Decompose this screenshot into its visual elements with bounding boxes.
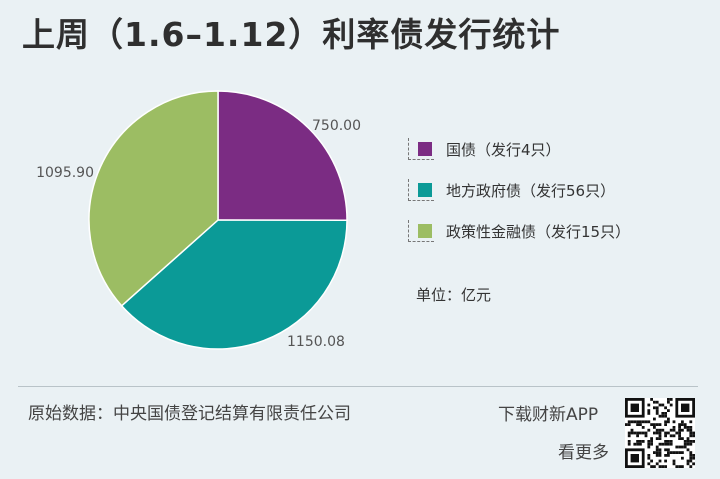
data-label-national-debt: 750.00	[312, 118, 361, 134]
pie-slice-national-debt	[217, 90, 348, 222]
pie-slice-policy-financial-debt	[88, 90, 219, 307]
qr-code-icon[interactable]	[625, 398, 695, 468]
legend-item-local-government-debt: 地方政府债（发行56只）	[408, 179, 630, 201]
data-label-local-government-debt: 1150.08	[287, 334, 345, 350]
pie-slice-local-government-debt	[120, 219, 348, 350]
footer-divider	[18, 386, 698, 387]
download-app-text[interactable]: 下载财新APP	[498, 405, 599, 425]
data-label-policy-financial-debt: 1095.90	[36, 165, 94, 181]
legend-label-local-government-debt: 地方政府债（发行56只）	[446, 181, 616, 200]
unit-label: 单位：亿元	[416, 286, 492, 304]
see-more-text[interactable]: 看更多	[558, 443, 609, 463]
chart-title: 上周（1.6–1.12）利率债发行统计	[22, 15, 561, 54]
legend-item-policy-financial-debt: 政策性金融债（发行15只）	[408, 220, 630, 242]
legend-swatch-local-government-debt	[418, 183, 432, 197]
pie-chart: 750.00 1150.08 1095.90	[36, 90, 361, 350]
legend-swatch-policy-financial-debt	[418, 224, 432, 238]
legend-label-national-debt: 国债（发行4只）	[446, 140, 561, 159]
legend-swatch-national-debt	[418, 142, 432, 156]
legend-label-policy-financial-debt: 政策性金融债（发行15只）	[446, 222, 631, 241]
legend-item-national-debt: 国债（发行4只）	[408, 138, 630, 160]
data-source-text: 原始数据：中央国债登记结算有限责任公司	[28, 404, 351, 424]
legend: 国债（发行4只） 地方政府债（发行56只） 政策性金融债（发行15只）	[408, 138, 630, 261]
